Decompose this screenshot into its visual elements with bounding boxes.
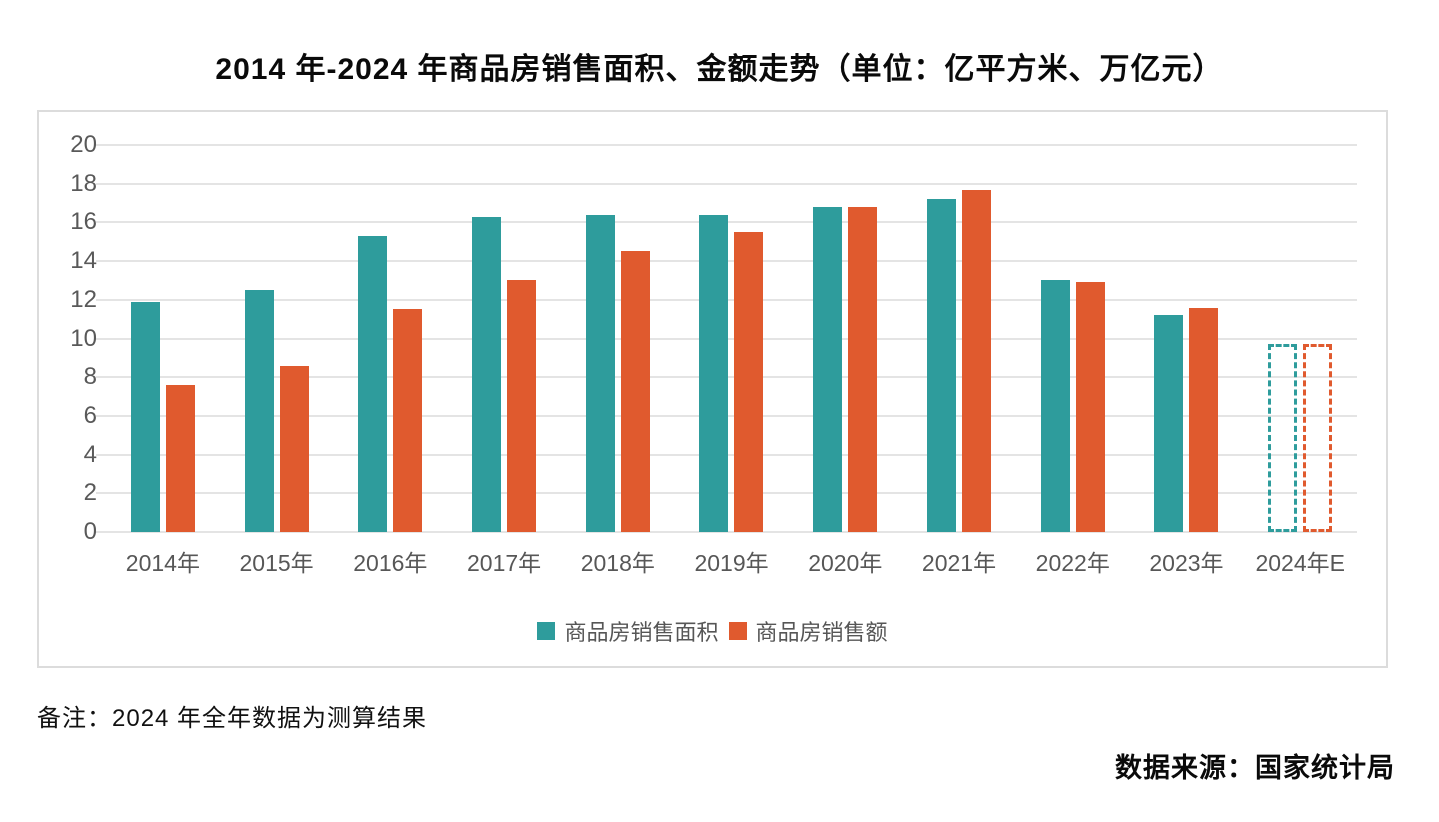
legend-item-sales-area: 商品房销售面积 [537, 615, 719, 647]
gridline-20 [96, 144, 1357, 146]
y-tick-label-10: 10 [70, 324, 97, 352]
chart-legend: 商品房销售面积 商品房销售额 [39, 615, 1386, 647]
bar-groups [106, 145, 1357, 532]
bar-group-2018年 [583, 214, 653, 532]
bar-商品房销售额-2023年 [1189, 307, 1219, 532]
bar-group-2014年 [128, 301, 198, 532]
bar-商品房销售额-2015年 [279, 365, 309, 532]
bar-商品房销售额-2020年 [848, 206, 878, 532]
bar-商品房销售额-2021年 [961, 189, 991, 532]
bar-商品房销售面积-2014年 [130, 301, 160, 532]
bar-group-2023年 [1151, 307, 1221, 532]
bar-商品房销售面积-2019年 [699, 214, 729, 532]
y-tick-label-6: 6 [83, 401, 97, 429]
y-tick-label-12: 12 [70, 285, 97, 313]
y-tick-label-20: 20 [70, 131, 97, 158]
bar-商品房销售额-2024年E [1303, 344, 1333, 532]
y-tick-label-8: 8 [83, 363, 97, 391]
chart-title: 2014 年-2024 年商品房销售面积、金额走势（单位：亿平方米、万亿元） [215, 53, 1224, 86]
data-source: 数据来源：国家统计局 [1115, 753, 1395, 783]
bar-商品房销售额-2016年 [393, 309, 423, 532]
y-tick-label-4: 4 [83, 440, 97, 468]
x-tick-label-2019年: 2019年 [694, 550, 769, 576]
x-tick-label-2021年: 2021年 [921, 550, 997, 576]
footnote: 备注：2024 年全年数据为测算结果 [37, 705, 428, 732]
gridline-18 [96, 182, 1357, 185]
bar-商品房销售额-2018年 [620, 251, 650, 532]
bar-商品房销售面积-2023年 [1154, 315, 1184, 532]
bar-商品房销售面积-2020年 [813, 206, 843, 532]
plot-area [96, 144, 1357, 533]
legend-label-sales-amount: 商品房销售额 [755, 620, 888, 645]
bar-group-2019年 [696, 214, 766, 532]
gridline-0 [96, 531, 1357, 533]
bar-商品房销售面积-2018年 [585, 214, 615, 532]
chart-panel: 0 2 4 6 8 10 12 14 16 18 20 2014年 2015年 2016年 2017年 20… [37, 110, 1388, 668]
x-tick-label-2018年: 2018年 [580, 550, 655, 576]
x-tick-label-2020年: 2020年 [808, 550, 883, 576]
bar-group-2024年E [1265, 344, 1335, 532]
y-tick-label-2: 2 [83, 479, 97, 507]
x-tick-label-2014年: 2014年 [125, 550, 200, 576]
x-axis-labels: 2014年 2015年 2016年 2017年 2018年 2019年 2020年 2021年… [106, 544, 1357, 578]
bar-商品房销售面积-2015年 [244, 290, 274, 532]
bar-商品房销售面积-2021年 [926, 199, 956, 532]
y-tick-label-18: 18 [70, 169, 97, 197]
y-tick-label-0: 0 [83, 518, 97, 545]
bar-group-2016年 [355, 235, 425, 532]
bar-商品房销售面积-2017年 [472, 216, 502, 532]
bar-group-2015年 [242, 290, 312, 532]
bar-商品房销售额-2014年 [165, 384, 195, 532]
legend-swatch-sales-amount [728, 622, 747, 640]
x-tick-label-2017年: 2017年 [466, 550, 542, 576]
bar-group-2020年 [810, 206, 880, 532]
bar-商品房销售额-2019年 [734, 232, 764, 532]
legend-swatch-sales-area [537, 622, 556, 640]
x-tick-label-2023年: 2023年 [1149, 550, 1224, 576]
bar-商品房销售面积-2024年E [1268, 344, 1298, 532]
bar-商品房销售额-2022年 [1075, 282, 1105, 532]
x-tick-label-2024年E: 2024年E [1255, 550, 1345, 576]
bar-商品房销售面积-2022年 [1040, 280, 1070, 532]
x-tick-label-2015年: 2015年 [239, 550, 314, 576]
bar-group-2021年 [924, 189, 994, 532]
legend-item-sales-amount: 商品房销售额 [728, 615, 888, 647]
bar-group-2022年 [1038, 280, 1108, 532]
bar-商品房销售面积-2016年 [358, 235, 388, 532]
y-tick-label-16: 16 [70, 208, 97, 236]
x-tick-label-2022年: 2022年 [1035, 550, 1110, 576]
legend-label-sales-area: 商品房销售面积 [564, 620, 719, 645]
y-tick-label-14: 14 [70, 247, 97, 275]
bar-group-2017年 [469, 216, 539, 532]
x-tick-label-2016年: 2016年 [353, 550, 428, 576]
bar-商品房销售额-2017年 [507, 280, 537, 532]
